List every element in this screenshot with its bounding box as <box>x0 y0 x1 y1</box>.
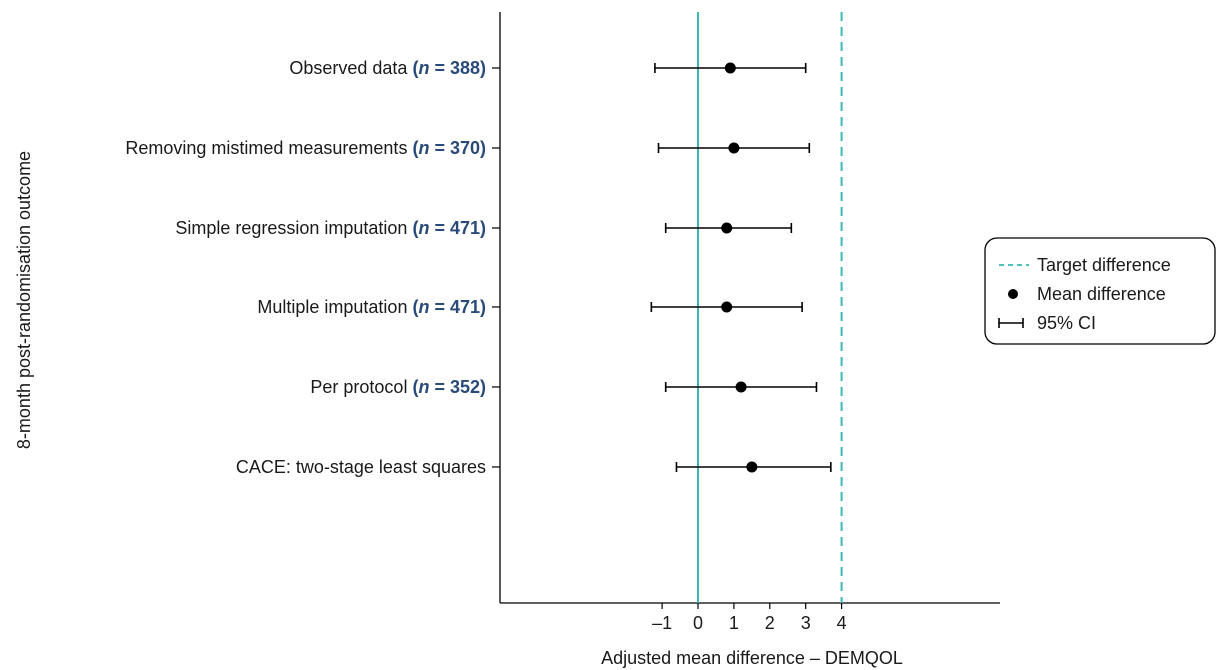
row-sample-size-n: n <box>418 297 429 317</box>
y-axis-title: 8-month post-randomisation outcome <box>14 151 34 449</box>
row-sample-size: ( <box>412 58 418 78</box>
row-sample-size: ( <box>412 218 418 238</box>
legend-box <box>984 237 1216 345</box>
row-sample-size: ( <box>412 377 418 397</box>
row-sample-size-n: n <box>418 58 429 78</box>
row-label: CACE: two-stage least squares <box>236 457 486 477</box>
legend-mean-symbol <box>1008 289 1018 299</box>
row-label: Removing mistimed measurements (n = 370) <box>125 138 486 158</box>
legend-label: 95% CI <box>1037 313 1096 333</box>
row-sample-size-n: n <box>418 218 429 238</box>
row-label-text: Multiple imputation <box>257 297 412 317</box>
row-sample-size-value: = 471) <box>429 297 486 317</box>
legend-label: Target difference <box>1037 255 1171 275</box>
row-sample-size: ( <box>412 297 418 317</box>
x-tick-label: 2 <box>765 613 775 633</box>
row-label: Per protocol (n = 352) <box>310 377 486 397</box>
row-label: Simple regression imputation (n = 471) <box>175 218 486 238</box>
mean-point <box>721 222 733 234</box>
row-label-text: Observed data <box>289 58 412 78</box>
legend-label: Mean difference <box>1037 284 1166 304</box>
mean-point <box>746 461 758 473</box>
x-tick-label: 4 <box>837 613 847 633</box>
x-tick-label: 3 <box>801 613 811 633</box>
row-label-text: Removing mistimed measurements <box>125 138 412 158</box>
mean-point <box>721 301 733 313</box>
row-label-text: Per protocol <box>310 377 412 397</box>
x-axis-title: Adjusted mean difference – DEMQOL <box>601 648 903 668</box>
legend: Target difference Mean difference 95% CI <box>984 237 1216 345</box>
row-sample-size: ( <box>412 138 418 158</box>
row-sample-size-n: n <box>418 138 429 158</box>
row-label: Observed data (n = 388) <box>289 58 486 78</box>
x-tick-label: 0 <box>693 613 703 633</box>
mean-point <box>724 62 736 74</box>
row-sample-size-value: = 388) <box>429 58 486 78</box>
row-sample-size-value: = 352) <box>429 377 486 397</box>
row-sample-size-value: = 370) <box>429 138 486 158</box>
row-label-text: Simple regression imputation <box>175 218 412 238</box>
row-label: Multiple imputation (n = 471) <box>257 297 486 317</box>
row-label-text: CACE: two-stage least squares <box>236 457 486 477</box>
mean-point <box>728 142 740 154</box>
x-tick-label: –1 <box>652 613 672 633</box>
mean-point <box>735 381 747 393</box>
x-tick-label: 1 <box>729 613 739 633</box>
row-sample-size-n: n <box>418 377 429 397</box>
row-sample-size-value: = 471) <box>429 218 486 238</box>
